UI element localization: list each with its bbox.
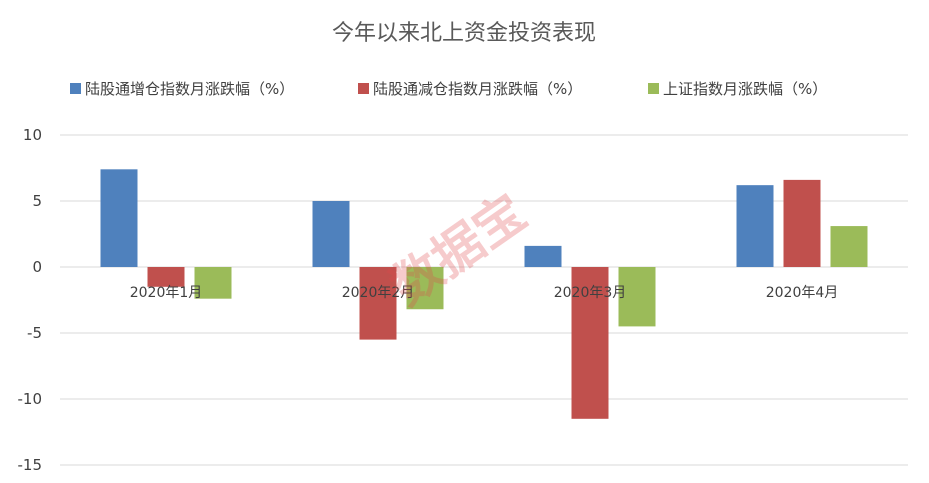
bar-s3-c2 bbox=[406, 267, 444, 310]
y-tick-label-5: -15 bbox=[18, 456, 43, 474]
bar-s1-c2 bbox=[312, 201, 350, 267]
legend-swatch-1 bbox=[70, 83, 81, 94]
bar-s3-c1 bbox=[194, 267, 232, 299]
legend-swatch-3 bbox=[648, 83, 659, 94]
legend-swatch-2 bbox=[358, 83, 369, 94]
y-axis-ticks: 10 5 0 -5 -10 -15 bbox=[18, 126, 43, 474]
bar-s3-c4 bbox=[830, 226, 868, 267]
bar-s1-c1 bbox=[100, 169, 138, 267]
x-category-label-4: 2020年4月 bbox=[766, 285, 839, 301]
x-category-label-3: 2020年3月 bbox=[554, 285, 627, 301]
bar-s3-c3 bbox=[618, 267, 656, 327]
y-tick-label-2: 0 bbox=[32, 258, 42, 276]
bar-s1-c4 bbox=[736, 185, 774, 267]
legend-label-3: 上证指数月涨跌幅（%） bbox=[663, 80, 827, 98]
bar-s2-c2 bbox=[359, 267, 397, 340]
watermark: 数据宝 bbox=[380, 183, 536, 317]
legend: 陆股通增仓指数月涨跌幅（%） 陆股通减仓指数月涨跌幅（%） 上证指数月涨跌幅（%… bbox=[70, 80, 827, 98]
bar-s2-c1 bbox=[147, 267, 185, 287]
bar-s2-c4 bbox=[783, 179, 821, 267]
y-tick-label-3: -5 bbox=[27, 324, 42, 342]
legend-label-2: 陆股通减仓指数月涨跌幅（%） bbox=[373, 80, 582, 98]
y-tick-label-0: 10 bbox=[23, 126, 42, 144]
x-category-label-2: 2020年2月 bbox=[342, 285, 415, 301]
y-tick-label-4: -10 bbox=[18, 390, 43, 408]
x-category-label-1: 2020年1月 bbox=[130, 285, 203, 301]
y-tick-label-1: 5 bbox=[32, 192, 42, 210]
bar-s2-c3 bbox=[571, 267, 609, 419]
legend-label-1: 陆股通增仓指数月涨跌幅（%） bbox=[85, 80, 294, 98]
chart-title: 今年以来北上资金投资表现 bbox=[332, 21, 596, 46]
category-labels: 2020年1月 2020年2月 2020年3月 2020年4月 bbox=[130, 285, 839, 301]
bar-s1-c3 bbox=[524, 245, 562, 267]
bars bbox=[100, 169, 868, 419]
